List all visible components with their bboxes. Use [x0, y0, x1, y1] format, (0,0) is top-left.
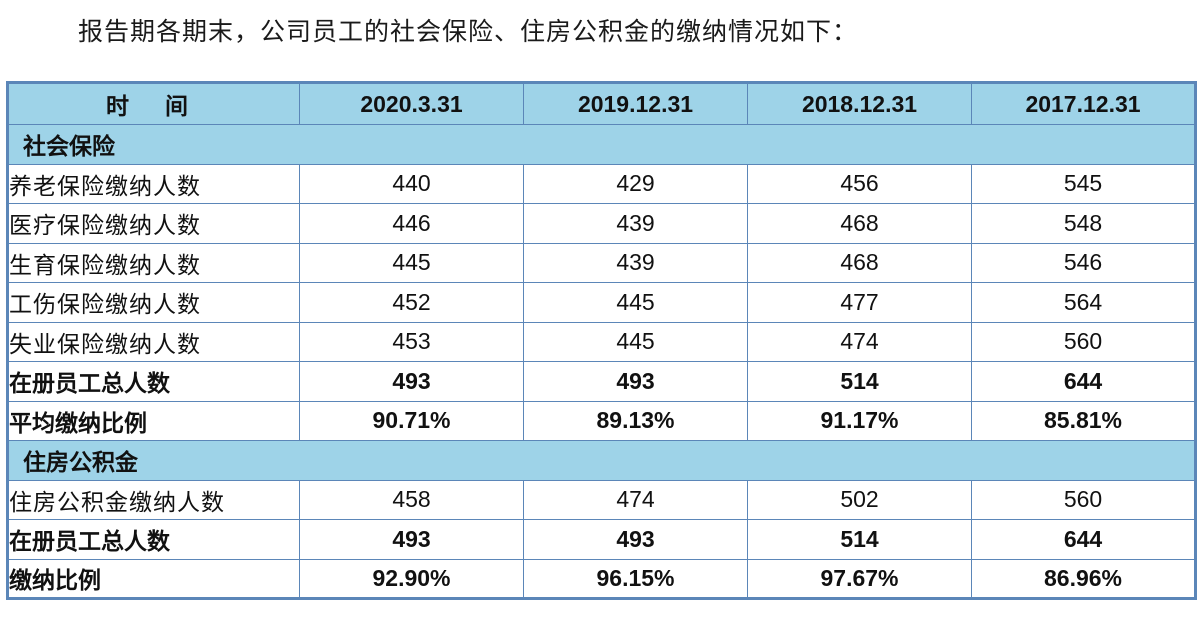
header-2020-3-31: 2020.3.31	[299, 82, 524, 125]
table-row: 生育保险缴纳人数 445 439 468 546	[7, 242, 1196, 283]
cell-value: 644	[971, 519, 1196, 560]
cell-value: 91.17%	[747, 400, 972, 441]
table-row: 工伤保险缴纳人数 452 445 477 564	[7, 282, 1196, 323]
cell-value: 85.81%	[971, 400, 1196, 441]
cell-value: 453	[299, 321, 524, 362]
row-label: 平均缴纳比例	[7, 400, 300, 441]
table-row-total-employees: 在册员工总人数 493 493 514 644	[7, 519, 1196, 560]
cell-value: 452	[299, 282, 524, 323]
cell-value: 458	[299, 479, 524, 520]
cell-value: 493	[299, 519, 524, 560]
header-2018-12-31: 2018.12.31	[747, 82, 972, 125]
row-label: 养老保险缴纳人数	[7, 163, 300, 204]
section-social-insurance: 社会保险	[7, 124, 1196, 165]
cell-value: 546	[971, 242, 1196, 283]
section-title: 住房公积金	[7, 440, 1196, 481]
cell-value: 545	[971, 163, 1196, 204]
row-label: 工伤保险缴纳人数	[7, 282, 300, 323]
cell-value: 439	[523, 242, 748, 283]
header-time: 时 间	[7, 82, 300, 125]
cell-value: 445	[299, 242, 524, 283]
cell-value: 86.96%	[971, 558, 1196, 599]
cell-value: 446	[299, 203, 524, 244]
cell-value: 445	[523, 321, 748, 362]
header-2017-12-31: 2017.12.31	[971, 82, 1196, 125]
cell-value: 97.67%	[747, 558, 972, 599]
table-row: 失业保险缴纳人数 453 445 474 560	[7, 321, 1196, 362]
cell-value: 493	[523, 519, 748, 560]
cell-value: 514	[747, 361, 972, 402]
table-row-average-ratio: 平均缴纳比例 90.71% 89.13% 91.17% 85.81%	[7, 400, 1196, 441]
cell-value: 439	[523, 203, 748, 244]
cell-value: 445	[523, 282, 748, 323]
row-label: 缴纳比例	[7, 558, 300, 599]
cell-value: 493	[523, 361, 748, 402]
cell-value: 548	[971, 203, 1196, 244]
table-row: 医疗保险缴纳人数 446 439 468 548	[7, 203, 1196, 244]
cell-value: 560	[971, 479, 1196, 520]
table-row-payment-ratio: 缴纳比例 92.90% 96.15% 97.67% 86.96%	[7, 558, 1196, 599]
cell-value: 429	[523, 163, 748, 204]
cell-value: 564	[971, 282, 1196, 323]
table-row: 住房公积金缴纳人数 458 474 502 560	[7, 479, 1196, 520]
cell-value: 474	[523, 479, 748, 520]
row-label: 失业保险缴纳人数	[7, 321, 300, 362]
intro-paragraph: 报告期各期末，公司员工的社会保险、住房公积金的缴纳情况如下：	[78, 17, 859, 46]
table-row: 养老保险缴纳人数 440 429 456 545	[7, 163, 1196, 204]
cell-value: 514	[747, 519, 972, 560]
row-label: 医疗保险缴纳人数	[7, 203, 300, 244]
row-label: 在册员工总人数	[7, 361, 300, 402]
row-label: 住房公积金缴纳人数	[7, 479, 300, 520]
section-housing-fund: 住房公积金	[7, 440, 1196, 481]
cell-value: 456	[747, 163, 972, 204]
table-header-row: 时 间 2020.3.31 2019.12.31 2018.12.31 2017…	[7, 82, 1196, 125]
insurance-table: 时 间 2020.3.31 2019.12.31 2018.12.31 2017…	[6, 81, 1197, 600]
table-row-total-employees: 在册员工总人数 493 493 514 644	[7, 361, 1196, 402]
cell-value: 477	[747, 282, 972, 323]
cell-value: 468	[747, 203, 972, 244]
cell-value: 560	[971, 321, 1196, 362]
header-2019-12-31: 2019.12.31	[523, 82, 748, 125]
cell-value: 474	[747, 321, 972, 362]
cell-value: 502	[747, 479, 972, 520]
cell-value: 440	[299, 163, 524, 204]
cell-value: 92.90%	[299, 558, 524, 599]
cell-value: 90.71%	[299, 400, 524, 441]
section-title: 社会保险	[7, 124, 1196, 165]
cell-value: 96.15%	[523, 558, 748, 599]
cell-value: 644	[971, 361, 1196, 402]
cell-value: 89.13%	[523, 400, 748, 441]
cell-value: 493	[299, 361, 524, 402]
row-label: 生育保险缴纳人数	[7, 242, 300, 283]
cell-value: 468	[747, 242, 972, 283]
row-label: 在册员工总人数	[7, 519, 300, 560]
